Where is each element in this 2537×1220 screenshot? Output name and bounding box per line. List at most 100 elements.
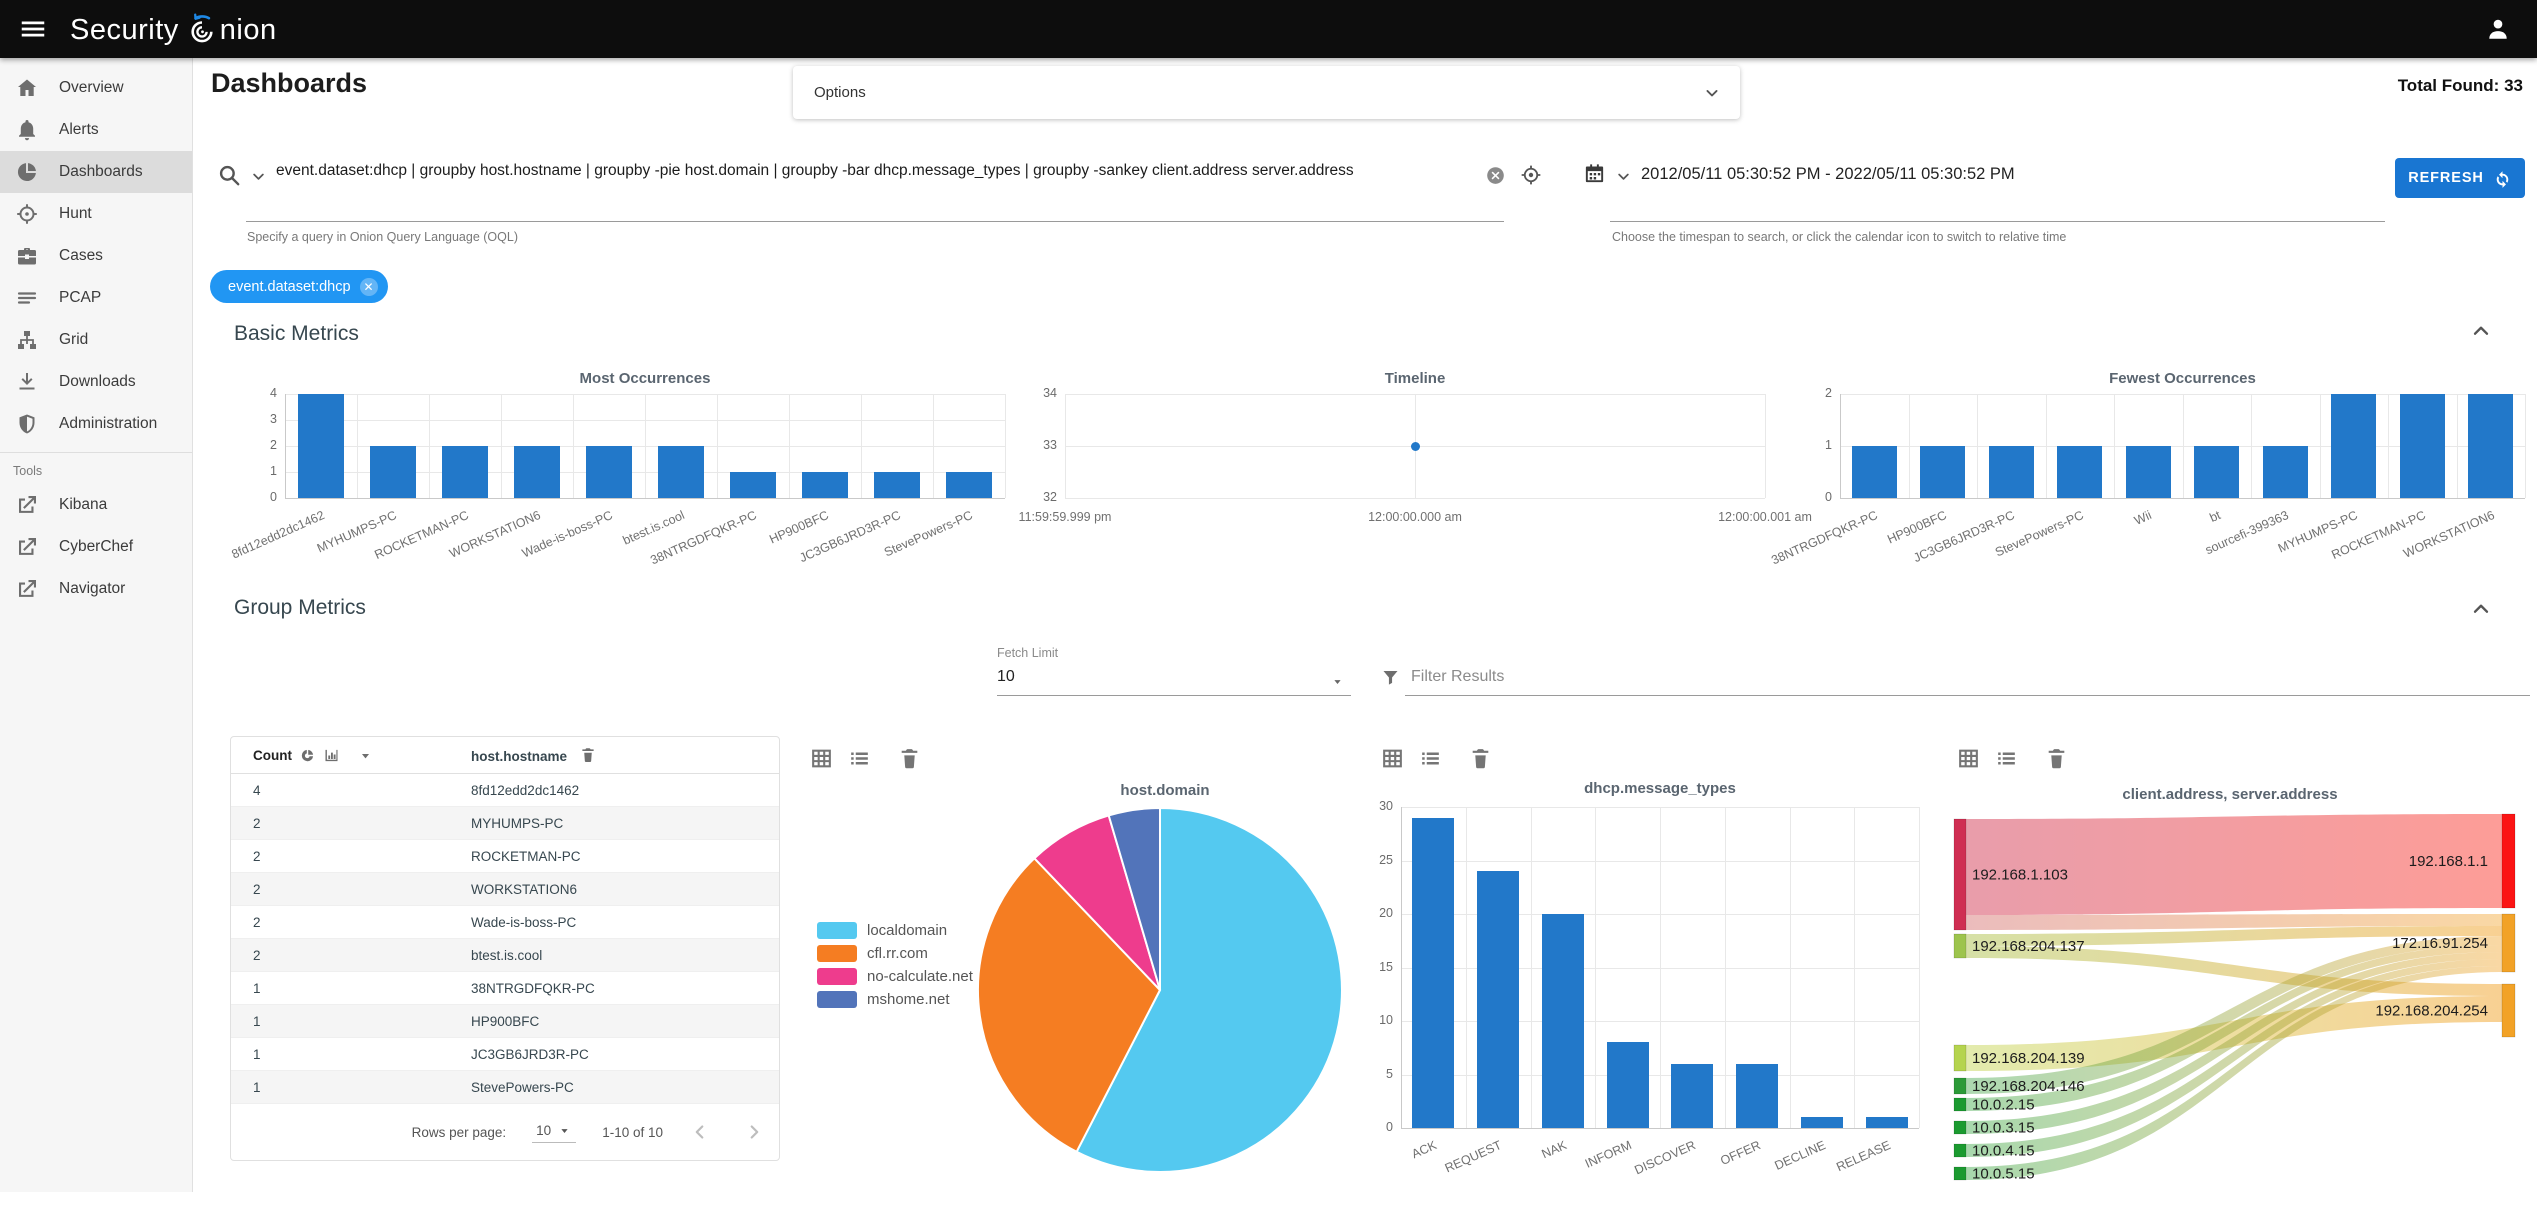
sidebar-item-pcap[interactable]: PCAP	[0, 277, 192, 319]
delete-panel-icon[interactable]	[897, 746, 922, 771]
bar-WORKSTATION6[interactable]	[2468, 394, 2514, 498]
sankey-node-192.168.1.1[interactable]	[2501, 813, 2516, 909]
sankey-link-192.168.204.139-to-192.168.204.254[interactable]	[1966, 996, 2502, 1071]
rows-per-page-select[interactable]: 10	[532, 1121, 577, 1143]
sankey-link-10.0.5.15-to-172.16.91.254[interactable]	[1966, 966, 2502, 1180]
query-history-chevron-icon[interactable]	[249, 167, 268, 186]
delete-panel-icon[interactable]	[1468, 746, 1493, 771]
bar-StevePowers-PC[interactable]	[946, 472, 992, 498]
table-view-icon[interactable]	[809, 746, 834, 771]
filter-results-input[interactable]: Filter Results	[1411, 668, 1505, 685]
sankey-link-192.168.204.146-to-172.16.91.254[interactable]	[1966, 936, 2502, 1094]
pie-slice-localdomain[interactable]	[1075, 806, 1343, 1173]
sidebar-item-alerts[interactable]: Alerts	[0, 109, 192, 151]
donut-chart-icon[interactable]	[299, 747, 316, 764]
sankey-node-10.0.2.15[interactable]	[1953, 1097, 1967, 1112]
sankey-node-192.168.204.137[interactable]	[1953, 933, 1967, 959]
sankey-node-192.168.1.103[interactable]	[1953, 818, 1967, 931]
calendar-icon[interactable]	[1583, 162, 1606, 185]
query-target-icon[interactable]	[1520, 164, 1542, 186]
delete-panel-icon[interactable]	[2044, 746, 2069, 771]
sankey-link-192.168.1.103-to-172.16.91.254[interactable]	[1966, 914, 2502, 930]
table-row[interactable]: 1 JC3GB6JRD3R-PC	[231, 1038, 779, 1071]
table-row[interactable]: 2 Wade-is-boss-PC	[231, 906, 779, 939]
table-row[interactable]: 2 btest.is.cool	[231, 939, 779, 972]
timespan-chevron-icon[interactable]	[1614, 167, 1633, 186]
sidebar-item-overview[interactable]: Overview	[0, 67, 192, 109]
table-row[interactable]: 1 HP900BFC	[231, 1005, 779, 1038]
table-row[interactable]: 2 WORKSTATION6	[231, 873, 779, 906]
trash-icon[interactable]	[579, 746, 597, 764]
legend-item-no-calculate.net[interactable]: no-calculate.net	[817, 968, 973, 985]
table-row[interactable]: 2 ROCKETMAN-PC	[231, 840, 779, 873]
bar-bt[interactable]	[2194, 446, 2240, 498]
list-view-icon[interactable]	[1418, 746, 1443, 771]
filter-chip[interactable]: event.dataset:dhcp ✕	[210, 270, 388, 303]
bar-8fd12edd2dc1462[interactable]	[298, 394, 344, 498]
bar-chart-icon[interactable]	[323, 747, 340, 764]
timeline-data-point[interactable]	[1410, 441, 1420, 451]
list-view-icon[interactable]	[1994, 746, 2019, 771]
table-row[interactable]: 1 StevePowers-PC	[231, 1071, 779, 1104]
bar-Wade-is-boss-PC[interactable]	[586, 446, 632, 498]
bar-StevePowers-PC[interactable]	[2057, 446, 2103, 498]
sankey-link-192.168.1.103-to-192.168.1.1[interactable]	[1966, 814, 2502, 915]
pie-slice-cfl.rr.com[interactable]	[976, 856, 1162, 1154]
page-next-icon[interactable]	[743, 1121, 765, 1143]
bar-DISCOVER[interactable]	[1671, 1063, 1714, 1128]
sankey-link-10.0.4.15-to-172.16.91.254[interactable]	[1966, 959, 2502, 1157]
sankey-node-10.0.3.15[interactable]	[1953, 1120, 1967, 1135]
bar-HP900BFC[interactable]	[1920, 446, 1966, 498]
sankey-node-192.168.204.139[interactable]	[1953, 1044, 1967, 1072]
sidebar-item-navigator[interactable]: Navigator	[0, 568, 192, 610]
bar-Wii[interactable]	[2125, 446, 2171, 498]
bar-btest.is.cool[interactable]	[658, 446, 704, 498]
table-row[interactable]: 1 38NTRGDFQKR-PC	[231, 972, 779, 1005]
bar-REQUEST[interactable]	[1477, 871, 1520, 1128]
list-view-icon[interactable]	[847, 746, 872, 771]
table-row[interactable]: 4 8fd12edd2dc1462	[231, 774, 779, 807]
timespan-input[interactable]: 2012/05/11 05:30:52 PM - 2022/05/11 05:3…	[1641, 165, 2015, 183]
sidebar-item-downloads[interactable]: Downloads	[0, 361, 192, 403]
page-previous-icon[interactable]	[689, 1121, 711, 1143]
sidebar-item-hunt[interactable]: Hunt	[0, 193, 192, 235]
bar-JC3GB6JRD3R-PC[interactable]	[1988, 446, 2034, 498]
options-dropdown[interactable]: Options	[793, 66, 1740, 119]
caret-down-icon[interactable]	[357, 747, 374, 764]
sankey-node-10.0.4.15[interactable]	[1953, 1143, 1967, 1158]
table-view-icon[interactable]	[1380, 746, 1405, 771]
sidebar-item-kibana[interactable]: Kibana	[0, 484, 192, 526]
bar-HP900BFC[interactable]	[802, 472, 848, 498]
column-header-count[interactable]: Count	[231, 747, 471, 764]
chip-close-icon[interactable]: ✕	[359, 277, 378, 296]
sidebar-item-dashboards[interactable]: Dashboards	[0, 151, 192, 193]
sidebar-item-cases[interactable]: Cases	[0, 235, 192, 277]
sankey-link-192.168.204.137-to-172.16.91.254[interactable]	[1966, 926, 2502, 946]
bar-RELEASE[interactable]	[1865, 1117, 1908, 1128]
sidebar-item-cyberchef[interactable]: CyberChef	[0, 526, 192, 568]
bar-WORKSTATION6[interactable]	[514, 446, 560, 498]
legend-item-localdomain[interactable]: localdomain	[817, 922, 973, 939]
pie-slice-mshome.net[interactable]	[1107, 806, 1161, 991]
bar-38NTRGDFQKR-PC[interactable]	[1851, 446, 1897, 498]
user-account-icon[interactable]	[2485, 16, 2511, 42]
bar-38NTRGDFQKR-PC[interactable]	[730, 472, 776, 498]
bar-OFFER[interactable]	[1736, 1063, 1779, 1128]
bar-NAK[interactable]	[1541, 914, 1584, 1128]
bar-DECLINE[interactable]	[1800, 1117, 1843, 1128]
table-view-icon[interactable]	[1956, 746, 1981, 771]
bar-sourcefi-399363[interactable]	[2262, 446, 2308, 498]
bar-ACK[interactable]	[1412, 817, 1455, 1128]
sankey-node-192.168.204.146[interactable]	[1953, 1077, 1967, 1095]
bar-ROCKETMAN-PC[interactable]	[2399, 394, 2445, 498]
refresh-button[interactable]: REFRESH	[2395, 158, 2525, 198]
sankey-node-192.168.204.254[interactable]	[2501, 983, 2516, 1038]
legend-item-mshome.net[interactable]: mshome.net	[817, 991, 973, 1008]
bar-MYHUMPS-PC[interactable]	[2331, 394, 2377, 498]
group-metrics-collapse-icon[interactable]	[2468, 596, 2494, 622]
sankey-link-10.0.2.15-to-172.16.91.254[interactable]	[1966, 945, 2502, 1111]
sidebar-item-administration[interactable]: Administration	[0, 403, 192, 445]
query-input[interactable]: event.dataset:dhcp | groupby host.hostna…	[276, 162, 1354, 179]
sankey-node-172.16.91.254[interactable]	[2501, 913, 2516, 973]
fetch-limit-caret-icon[interactable]	[1330, 674, 1345, 689]
